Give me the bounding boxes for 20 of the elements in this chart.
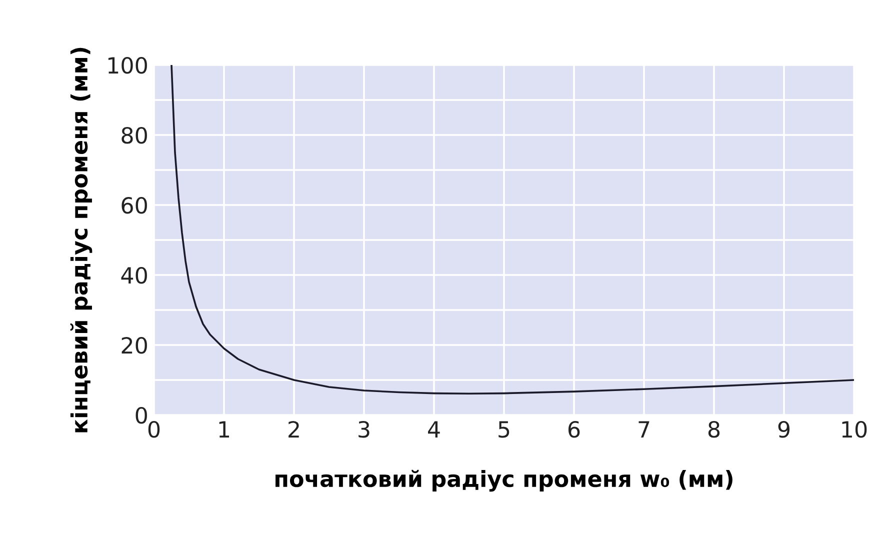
x-tick-label: 0 (148, 420, 160, 438)
x-tick-label: 7 (638, 421, 650, 438)
x-tick-label: 10 (842, 420, 867, 438)
y-tick-label: 20 (122, 336, 147, 354)
y-axis-title: кінцевий радіус променя (мм) (70, 48, 92, 432)
y-tick-label: 0 (136, 406, 147, 424)
x-axis-title: початковий радіус променя w₀ (мм) (276, 470, 732, 492)
x-tick-label: 3 (358, 420, 370, 438)
x-tick-label: 8 (708, 420, 720, 438)
x-tick-label: 9 (778, 420, 790, 438)
x-tick-label: 5 (498, 421, 510, 438)
y-tick-label: 40 (121, 266, 147, 284)
y-tick-label: 80 (122, 126, 147, 144)
y-tick-label: 100 (108, 56, 147, 74)
y-tick-label: 60 (122, 196, 147, 214)
line-series (170, 65, 854, 395)
x-tick-label: 1 (219, 421, 230, 438)
x-tick-label: 6 (568, 420, 580, 438)
x-tick-label: 2 (288, 420, 299, 438)
x-tick-label: 4 (428, 421, 440, 438)
